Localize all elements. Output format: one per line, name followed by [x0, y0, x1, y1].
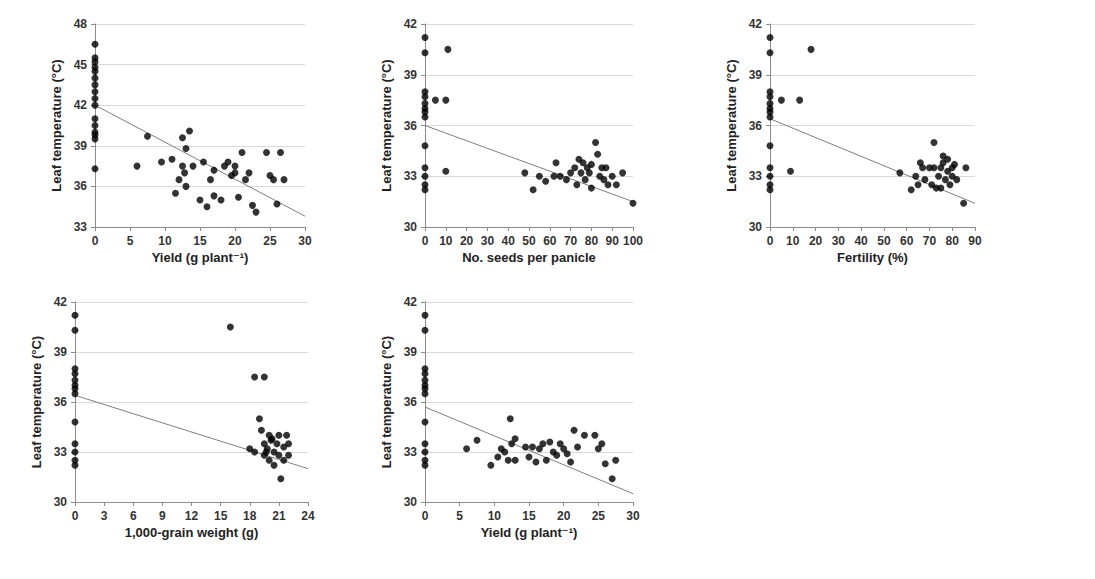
- svg-text:0: 0: [422, 234, 429, 248]
- svg-text:39: 39: [54, 345, 68, 359]
- svg-text:33: 33: [749, 169, 763, 183]
- svg-text:6: 6: [130, 509, 137, 523]
- svg-text:33: 33: [54, 445, 68, 459]
- svg-text:30: 30: [404, 220, 418, 234]
- svg-text:48: 48: [74, 17, 88, 31]
- svg-text:Leaf temperature (°C): Leaf temperature (°C): [379, 59, 394, 191]
- svg-text:10: 10: [786, 234, 800, 248]
- svg-text:33: 33: [404, 445, 418, 459]
- svg-text:33: 33: [404, 169, 418, 183]
- svg-text:70: 70: [564, 234, 578, 248]
- svg-text:30: 30: [404, 495, 418, 509]
- svg-text:50: 50: [877, 234, 891, 248]
- svg-text:5: 5: [456, 509, 463, 523]
- svg-text:0: 0: [422, 509, 429, 523]
- svg-text:70: 70: [923, 234, 937, 248]
- svg-text:10: 10: [488, 509, 502, 523]
- svg-text:30: 30: [481, 234, 495, 248]
- svg-text:60: 60: [900, 234, 914, 248]
- svg-text:50: 50: [522, 234, 536, 248]
- svg-text:Fertility (%): Fertility (%): [837, 250, 908, 265]
- svg-text:90: 90: [606, 234, 620, 248]
- svg-text:80: 80: [946, 234, 960, 248]
- svg-text:33: 33: [74, 220, 88, 234]
- svg-text:Yield (g plant⁻¹): Yield (g plant⁻¹): [481, 525, 578, 540]
- svg-text:42: 42: [404, 295, 418, 309]
- svg-text:3: 3: [101, 509, 108, 523]
- svg-text:25: 25: [263, 234, 277, 248]
- svg-text:20: 20: [809, 234, 823, 248]
- svg-text:60: 60: [543, 234, 557, 248]
- svg-text:25: 25: [592, 509, 606, 523]
- svg-text:15: 15: [214, 509, 228, 523]
- svg-text:Leaf temperature (°C): Leaf temperature (°C): [29, 336, 44, 468]
- svg-text:24: 24: [301, 509, 315, 523]
- svg-text:0: 0: [767, 234, 774, 248]
- svg-text:45: 45: [74, 58, 88, 72]
- svg-text:36: 36: [404, 119, 418, 133]
- svg-text:36: 36: [54, 395, 68, 409]
- svg-text:15: 15: [522, 509, 536, 523]
- svg-text:42: 42: [54, 295, 68, 309]
- svg-text:9: 9: [159, 509, 166, 523]
- svg-text:Yield (g plant⁻¹): Yield (g plant⁻¹): [152, 250, 249, 265]
- svg-text:30: 30: [626, 509, 640, 523]
- svg-text:10: 10: [439, 234, 453, 248]
- svg-text:0: 0: [72, 509, 79, 523]
- svg-text:39: 39: [404, 345, 418, 359]
- svg-text:42: 42: [749, 17, 763, 31]
- svg-text:39: 39: [404, 68, 418, 82]
- svg-text:20: 20: [460, 234, 474, 248]
- svg-text:20: 20: [228, 234, 242, 248]
- svg-text:No. seeds per panicle: No. seeds per panicle: [462, 250, 596, 265]
- svg-text:Leaf temperature (°C): Leaf temperature (°C): [379, 336, 394, 468]
- svg-text:39: 39: [749, 68, 763, 82]
- svg-text:39: 39: [74, 139, 88, 153]
- svg-text:15: 15: [193, 234, 207, 248]
- svg-text:30: 30: [54, 495, 68, 509]
- svg-text:10: 10: [158, 234, 172, 248]
- svg-text:42: 42: [404, 17, 418, 31]
- svg-text:36: 36: [74, 179, 88, 193]
- svg-text:Leaf temperature (°C): Leaf temperature (°C): [724, 59, 739, 191]
- svg-text:40: 40: [502, 234, 516, 248]
- svg-text:30: 30: [298, 234, 312, 248]
- svg-text:Leaf temperature (°C): Leaf temperature (°C): [49, 59, 64, 191]
- svg-text:40: 40: [854, 234, 868, 248]
- svg-text:42: 42: [74, 98, 88, 112]
- svg-text:21: 21: [272, 509, 286, 523]
- svg-text:80: 80: [585, 234, 599, 248]
- svg-text:1,000-grain weight (g): 1,000-grain weight (g): [125, 525, 259, 540]
- svg-text:90: 90: [968, 234, 982, 248]
- svg-text:12: 12: [185, 509, 199, 523]
- svg-text:0: 0: [92, 234, 99, 248]
- svg-text:30: 30: [832, 234, 846, 248]
- svg-text:18: 18: [243, 509, 257, 523]
- svg-text:100: 100: [623, 234, 643, 248]
- svg-text:36: 36: [404, 395, 418, 409]
- svg-text:30: 30: [749, 220, 763, 234]
- svg-text:36: 36: [749, 119, 763, 133]
- svg-text:20: 20: [557, 509, 571, 523]
- svg-text:5: 5: [127, 234, 134, 248]
